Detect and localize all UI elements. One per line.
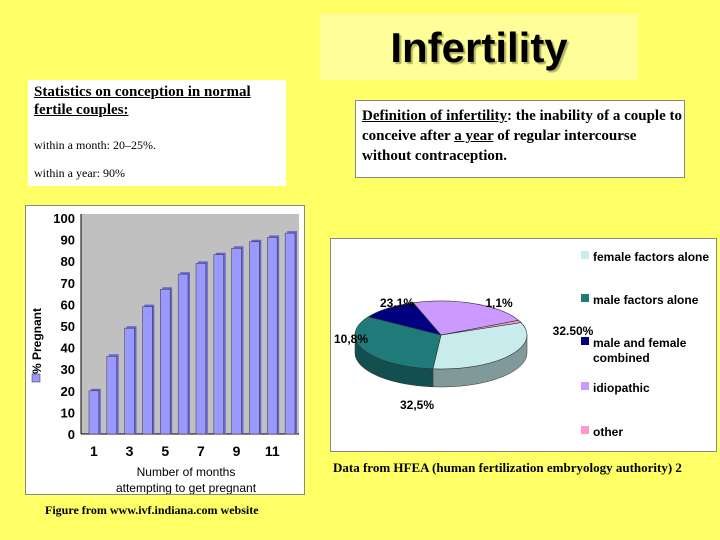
definition-term: Definition of infertility <box>362 108 507 124</box>
stats-box: Statistics on conception in normal ferti… <box>28 80 286 186</box>
pie-value-label: 32,5% <box>400 398 434 412</box>
bar-chart-panel: 0 10 20 30 40 50 60 70 80 90 100 1 3 5 7 9 11 % Pregnant N… <box>25 205 305 495</box>
stats-month: within a month: 20–25%. <box>34 138 156 152</box>
pie-slice <box>432 322 528 370</box>
x-axis-title-line2: attempting to get pregnant <box>116 481 257 494</box>
title-box: Infertility <box>320 14 638 80</box>
bar <box>267 237 278 435</box>
definition-text: Definition of infertility: the inability… <box>362 106 682 166</box>
y-tick-label: 50 <box>61 319 75 334</box>
x-axis-title-line1: Number of months <box>137 465 236 479</box>
definition-part2: of regular intercourse without contracep… <box>362 128 637 164</box>
legend-label: male and female <box>593 336 687 350</box>
y-tick-label: 100 <box>53 211 75 226</box>
bar <box>124 327 135 435</box>
bar <box>106 355 117 435</box>
bar <box>213 254 224 435</box>
y-tick-label: 40 <box>61 341 75 356</box>
y-tick-label: 70 <box>61 276 75 291</box>
legend-swatch <box>581 382 589 390</box>
slide-title: Infertility <box>390 24 568 71</box>
legend-swatch <box>31 373 41 383</box>
bar-chart: 0 10 20 30 40 50 60 70 80 90 100 1 3 5 7 9 11 % Pregnant N… <box>30 211 299 495</box>
y-axis-title: % Pregnant <box>30 308 44 374</box>
legend-label: male factors alone <box>593 293 699 307</box>
pie-value-label: 10,8% <box>334 332 368 346</box>
bar <box>284 232 296 435</box>
definition-part1: : the inability of a couple to conceive … <box>362 108 682 144</box>
y-tick-label: 60 <box>61 297 75 312</box>
definition-emphasis: a year <box>454 128 494 144</box>
definition-box: Definition of infertility: the inability… <box>355 100 685 178</box>
pie-source: Data from HFEA (human fertilization embr… <box>333 460 682 475</box>
pie-chart-panel: 32.50% 32,5% 10,8% 23,1% 1,1% female factors … <box>330 238 717 452</box>
x-tick-label: 7 <box>197 443 205 459</box>
pie-slice <box>440 320 522 336</box>
legend-label: idiopathic <box>593 381 650 395</box>
bar <box>231 247 242 435</box>
bar <box>249 241 260 435</box>
legend-swatch <box>581 337 589 345</box>
x-tick-label: 5 <box>161 443 169 459</box>
bar <box>195 263 207 435</box>
pie-slice <box>412 300 520 336</box>
bar-caption: Figure from www.ivf.indiana.com website <box>45 503 259 517</box>
x-tick-label: 11 <box>265 443 280 459</box>
x-tick-label: 9 <box>233 443 241 459</box>
pie-value-label: 23,1% <box>380 296 414 310</box>
legend-label-cont: combined <box>593 351 650 365</box>
x-tick-label: 1 <box>90 443 98 459</box>
bar <box>177 273 189 435</box>
pie-value-label: 1,1% <box>485 296 513 310</box>
pie-value-label: 32.50% <box>553 324 594 338</box>
bar <box>88 390 100 435</box>
legend-label: female factors alone <box>593 250 709 264</box>
y-tick-label: 90 <box>61 233 75 248</box>
stats-year: within a year: 90% <box>34 166 125 180</box>
legend-swatch <box>581 426 589 434</box>
y-tick-label: 80 <box>61 254 75 269</box>
y-tick-label: 20 <box>61 384 75 399</box>
stats-heading: Statistics on conception in normal ferti… <box>34 84 251 118</box>
legend-swatch <box>581 294 589 302</box>
legend-label: other <box>593 425 623 439</box>
x-tick-label: 3 <box>126 443 134 459</box>
legend-swatch <box>581 251 589 259</box>
bar <box>142 306 153 435</box>
y-tick-label: 0 <box>68 427 75 442</box>
bar <box>160 289 171 435</box>
y-tick-label: 30 <box>61 362 75 377</box>
pie-chart: 32.50% 32,5% 10,8% 23,1% 1,1% female factors … <box>334 250 709 439</box>
y-tick-label: 10 <box>61 405 75 420</box>
